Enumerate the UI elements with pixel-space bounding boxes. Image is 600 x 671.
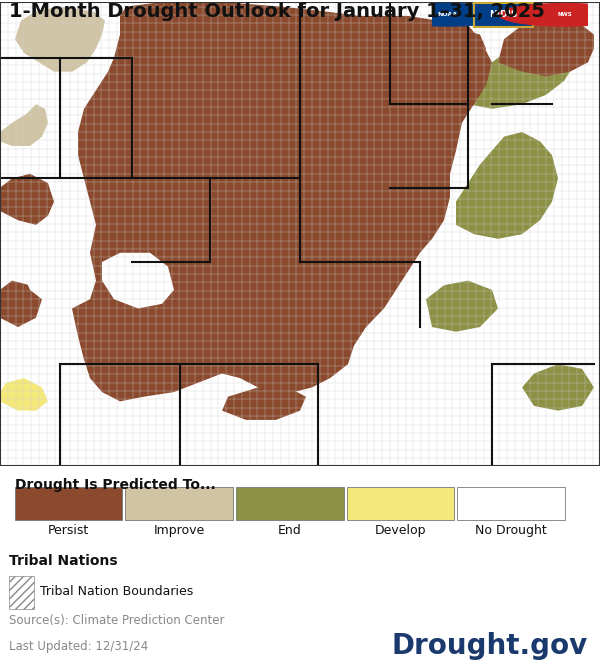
Bar <box>457 487 565 519</box>
Bar <box>236 487 344 519</box>
Polygon shape <box>0 378 48 411</box>
Text: NIDIS: NIDIS <box>490 10 518 19</box>
Text: NOAA: NOAA <box>437 12 458 17</box>
Polygon shape <box>426 280 498 331</box>
Polygon shape <box>72 2 492 401</box>
Bar <box>125 487 233 519</box>
Text: Tribal Nations: Tribal Nations <box>9 554 118 568</box>
Polygon shape <box>522 364 594 411</box>
Polygon shape <box>0 280 42 327</box>
Polygon shape <box>102 253 174 309</box>
Polygon shape <box>0 104 48 146</box>
Polygon shape <box>15 7 105 72</box>
Bar <box>9 576 34 609</box>
Text: Tribal Nation Boundaries: Tribal Nation Boundaries <box>40 584 194 598</box>
Text: NWS: NWS <box>557 12 572 17</box>
Text: Improve: Improve <box>154 524 205 537</box>
Polygon shape <box>456 132 558 239</box>
Text: Last Updated: 12/31/24: Last Updated: 12/31/24 <box>9 639 148 653</box>
Polygon shape <box>222 387 306 420</box>
Text: Source(s): Climate Prediction Center: Source(s): Climate Prediction Center <box>9 613 224 627</box>
Polygon shape <box>432 30 486 76</box>
Text: Drought Is Predicted To...: Drought Is Predicted To... <box>15 478 215 492</box>
Bar <box>347 487 454 519</box>
Polygon shape <box>0 174 54 225</box>
Text: End: End <box>278 524 302 537</box>
Circle shape <box>382 3 513 26</box>
Bar <box>15 487 122 519</box>
Text: Persist: Persist <box>48 524 89 537</box>
Text: No Drought: No Drought <box>475 524 547 537</box>
Text: Drought.gov: Drought.gov <box>392 631 588 660</box>
Polygon shape <box>462 34 582 109</box>
Text: Develop: Develop <box>374 524 426 537</box>
Polygon shape <box>24 225 96 309</box>
Polygon shape <box>498 21 594 76</box>
Text: 1-Month Drought Outlook for January 1–31, 2025: 1-Month Drought Outlook for January 1–31… <box>9 2 545 21</box>
Bar <box>474 3 533 27</box>
Circle shape <box>499 3 600 26</box>
